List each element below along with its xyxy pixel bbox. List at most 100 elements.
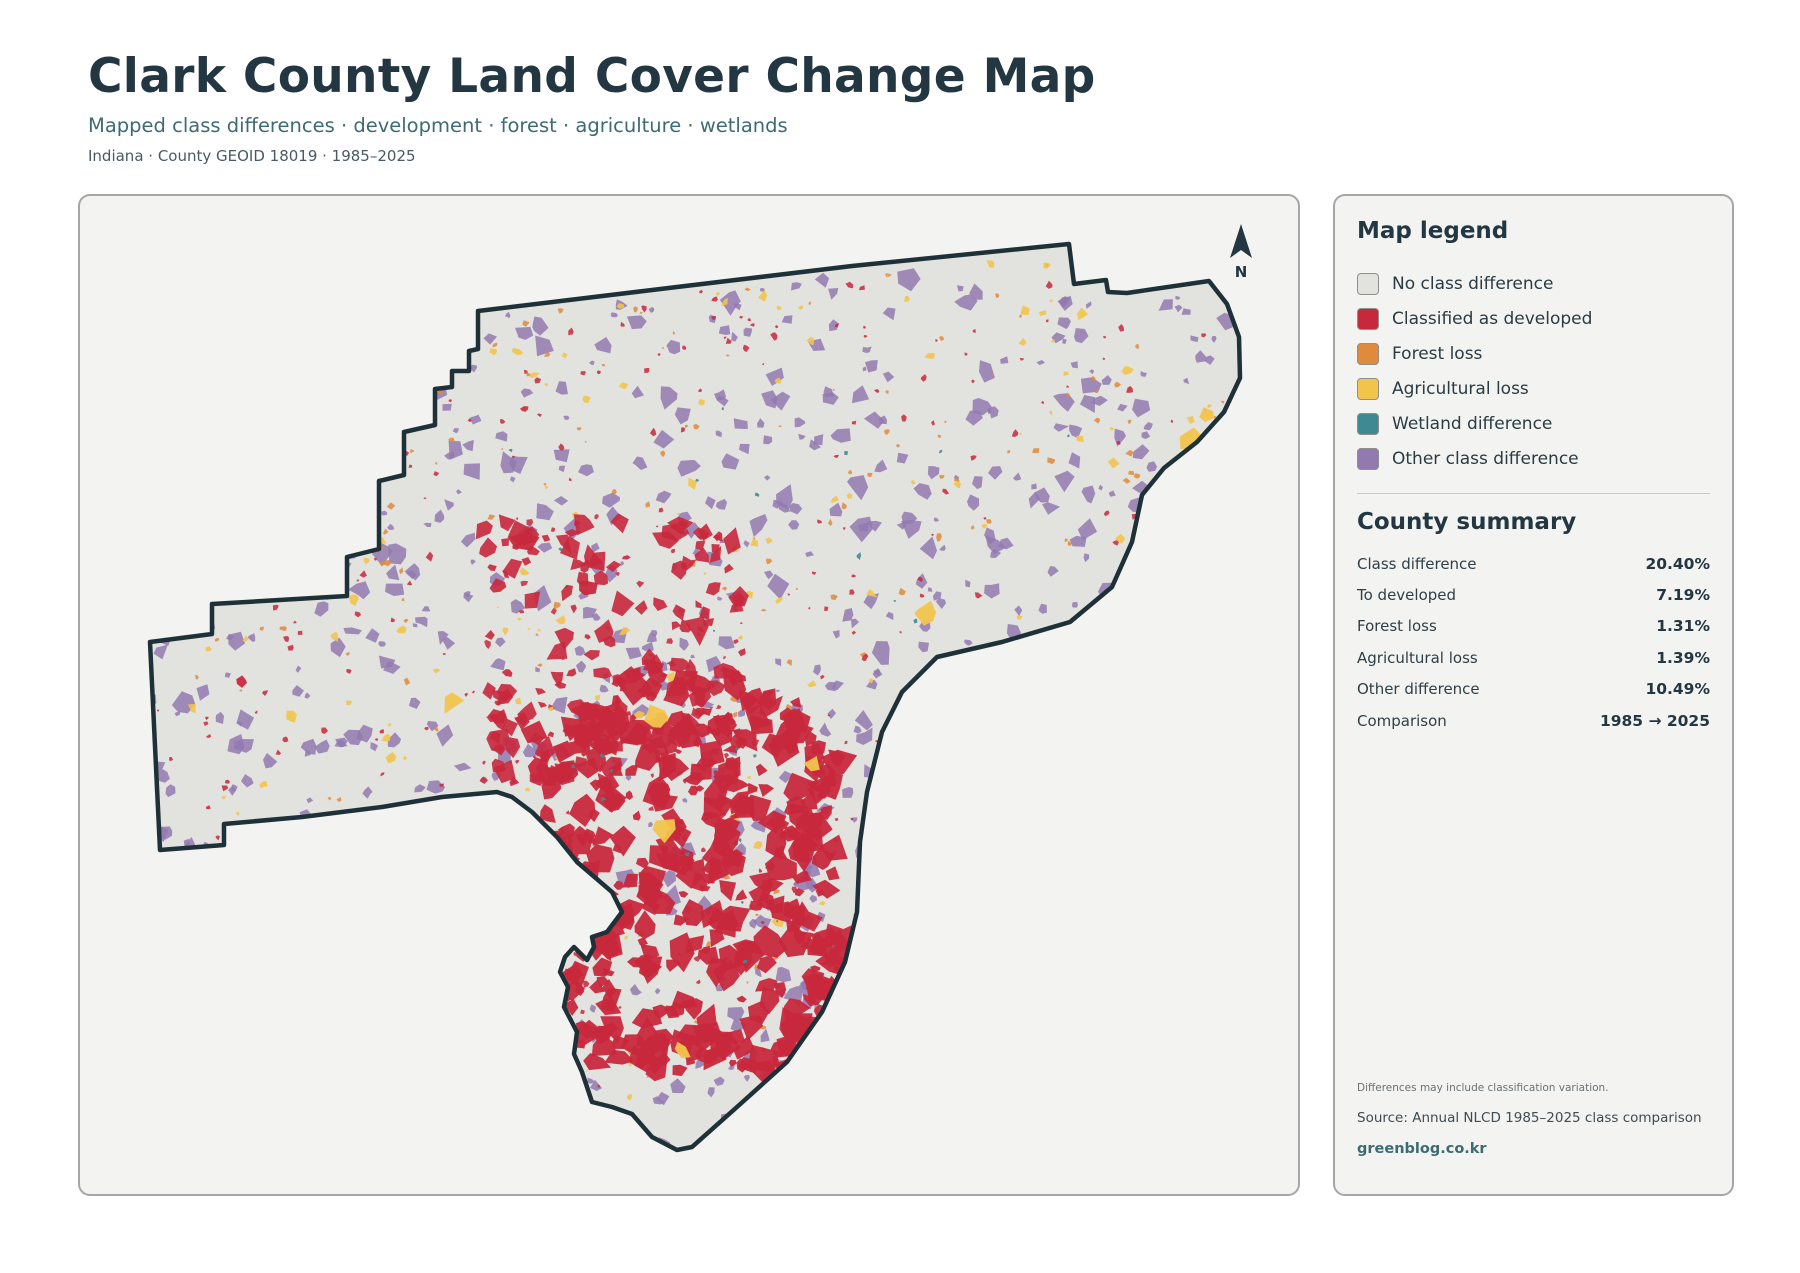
change-patch xyxy=(725,337,732,344)
change-patch xyxy=(439,800,456,821)
change-patch xyxy=(854,710,873,731)
change-patch xyxy=(782,708,811,733)
change-patch xyxy=(1018,432,1022,435)
county-map[interactable] xyxy=(80,196,1300,1196)
change-patch xyxy=(509,455,528,474)
change-patch xyxy=(844,451,849,456)
change-patch xyxy=(832,630,840,639)
change-patch xyxy=(435,372,439,377)
change-patch xyxy=(515,1073,531,1089)
change-patch xyxy=(424,1081,439,1095)
change-patch xyxy=(550,607,557,615)
change-patch xyxy=(172,1055,188,1076)
change-patch xyxy=(426,721,439,732)
map-panel[interactable] xyxy=(78,194,1300,1196)
change-patch xyxy=(865,1114,875,1121)
change-patch xyxy=(655,835,680,857)
change-patch xyxy=(1235,1027,1240,1046)
change-patch xyxy=(646,1035,656,1045)
change-patch xyxy=(632,456,648,470)
summary-row: Agricultural loss 1.39% xyxy=(1357,642,1710,673)
change-patch xyxy=(1068,452,1081,469)
change-patch xyxy=(1184,469,1204,486)
change-patch xyxy=(354,611,362,618)
change-patch xyxy=(1125,449,1134,457)
change-patch xyxy=(555,534,572,554)
change-patch xyxy=(622,873,638,888)
change-patch xyxy=(1233,545,1239,550)
change-patch xyxy=(174,290,185,304)
change-patch xyxy=(945,1125,950,1131)
change-patch xyxy=(872,1055,885,1065)
change-patch xyxy=(856,552,861,560)
change-patch xyxy=(863,335,868,338)
change-patch xyxy=(596,888,605,897)
change-patch xyxy=(995,720,998,724)
change-patch xyxy=(1146,461,1158,472)
change-patch xyxy=(262,690,269,696)
divider xyxy=(1357,493,1710,494)
change-patch xyxy=(648,806,655,811)
change-patch xyxy=(1132,771,1141,778)
change-patch xyxy=(637,677,663,698)
legend-label: Classified as developed xyxy=(1392,308,1593,329)
change-patch xyxy=(411,376,418,383)
change-patch xyxy=(733,728,742,736)
site-link[interactable]: greenblog.co.kr xyxy=(1357,1141,1487,1157)
change-patch xyxy=(544,485,549,489)
change-patch xyxy=(984,845,999,861)
change-patch xyxy=(472,263,477,267)
change-patch xyxy=(505,737,521,759)
change-patch xyxy=(507,533,540,551)
change-patch xyxy=(833,454,839,458)
change-patch xyxy=(1077,307,1088,321)
change-patch xyxy=(761,733,786,759)
change-patch xyxy=(349,437,358,444)
change-patch xyxy=(222,1105,227,1110)
change-patch xyxy=(237,547,243,552)
change-patch xyxy=(721,586,728,591)
change-patch xyxy=(824,606,829,611)
change-patch xyxy=(548,767,571,785)
change-patch xyxy=(901,511,918,525)
change-patch xyxy=(789,503,803,515)
change-patch xyxy=(212,496,217,500)
change-patch xyxy=(815,889,825,897)
change-patch xyxy=(353,486,365,497)
change-patch xyxy=(1156,909,1165,919)
change-patch xyxy=(181,532,187,536)
county-boundary xyxy=(147,241,1243,1153)
change-patch xyxy=(158,894,168,901)
change-patch xyxy=(1053,866,1059,871)
change-patch xyxy=(1100,705,1114,717)
change-patch xyxy=(1063,371,1069,377)
change-patch xyxy=(692,527,709,539)
change-patch xyxy=(948,1126,954,1131)
change-patch xyxy=(579,580,598,596)
change-patch xyxy=(1070,753,1083,767)
change-patch xyxy=(398,807,406,813)
change-patch xyxy=(520,720,548,744)
change-patch xyxy=(195,1010,200,1017)
change-patch xyxy=(473,887,497,907)
change-patch xyxy=(757,810,787,834)
change-patch xyxy=(298,573,305,578)
change-patch xyxy=(548,1044,564,1063)
change-patch xyxy=(1007,449,1011,454)
change-patch xyxy=(927,466,940,480)
change-patch xyxy=(150,536,151,547)
change-patch xyxy=(765,860,776,871)
change-patch xyxy=(1102,674,1109,683)
change-patch xyxy=(443,984,453,991)
change-patch xyxy=(584,441,587,443)
change-patch xyxy=(541,534,551,542)
change-patch xyxy=(234,874,242,882)
change-patch xyxy=(755,1115,758,1118)
page-title: Clark County Land Cover Change Map xyxy=(88,49,1096,104)
change-patch xyxy=(201,909,205,916)
change-patch xyxy=(272,432,282,444)
change-patch xyxy=(966,803,983,819)
change-patch xyxy=(688,686,705,707)
change-patch xyxy=(591,1115,595,1117)
change-patch xyxy=(891,1128,903,1137)
